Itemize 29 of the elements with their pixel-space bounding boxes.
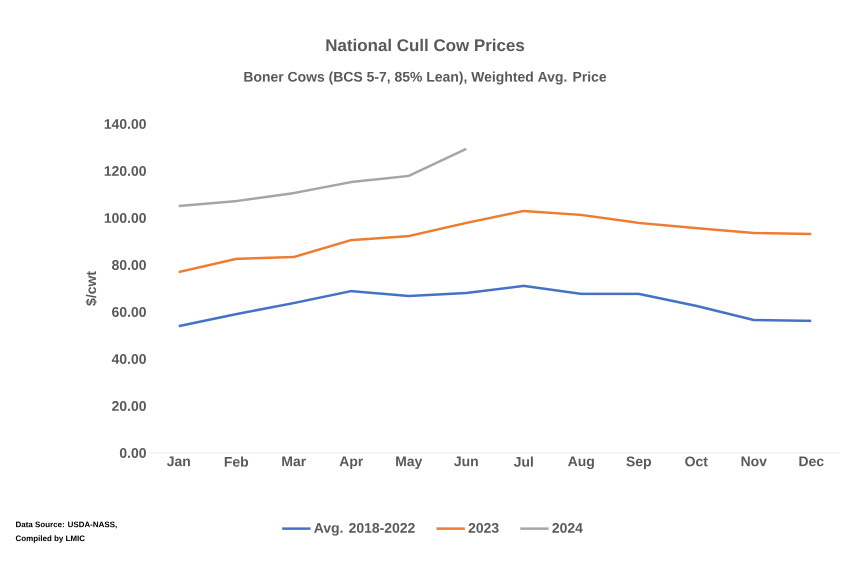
legend-label: Avg. 2018-2022	[314, 522, 415, 536]
line-series	[178, 284, 813, 328]
legend-label: 2024	[552, 522, 583, 533]
legend-label: 2023	[468, 522, 499, 533]
y-tick-label: 60.00	[112, 307, 146, 317]
x-tick-label: Oct	[685, 456, 708, 466]
y-tick-label: 140.00	[104, 119, 146, 129]
x-tick-label: Feb	[224, 456, 248, 467]
chart-title: National Cull Cow Prices	[326, 38, 524, 52]
y-tick-label: 80.00	[112, 260, 146, 270]
x-tick-label: May	[396, 456, 422, 470]
chart-subtitle: Boner Cows (BCS 5-7, 85% Lean), Weighted Avg. Price	[244, 71, 606, 85]
y-tick-label: 0.00	[120, 448, 146, 458]
x-tick-label: Aug	[568, 456, 594, 470]
y-tick-label: 100.00	[104, 213, 146, 223]
x-tick-label: Sep	[626, 456, 651, 470]
y-tick-label: 20.00	[112, 401, 146, 411]
line-series	[178, 148, 468, 208]
x-tick-label: Nov	[742, 456, 767, 466]
x-tick-label: Jul	[514, 456, 533, 467]
y-tick-label: 40.00	[112, 354, 146, 364]
y-axis-title: $/cwt	[86, 271, 97, 306]
x-tick-label: Jun	[454, 456, 478, 466]
x-tick-label: Jan	[166, 456, 190, 466]
line-series	[178, 210, 813, 274]
x-tick-label: Mar	[282, 456, 306, 466]
x-tick-label: Apr	[340, 456, 364, 470]
x-tick-label: Dec	[799, 456, 824, 466]
y-tick-label: 120.00	[104, 166, 146, 176]
